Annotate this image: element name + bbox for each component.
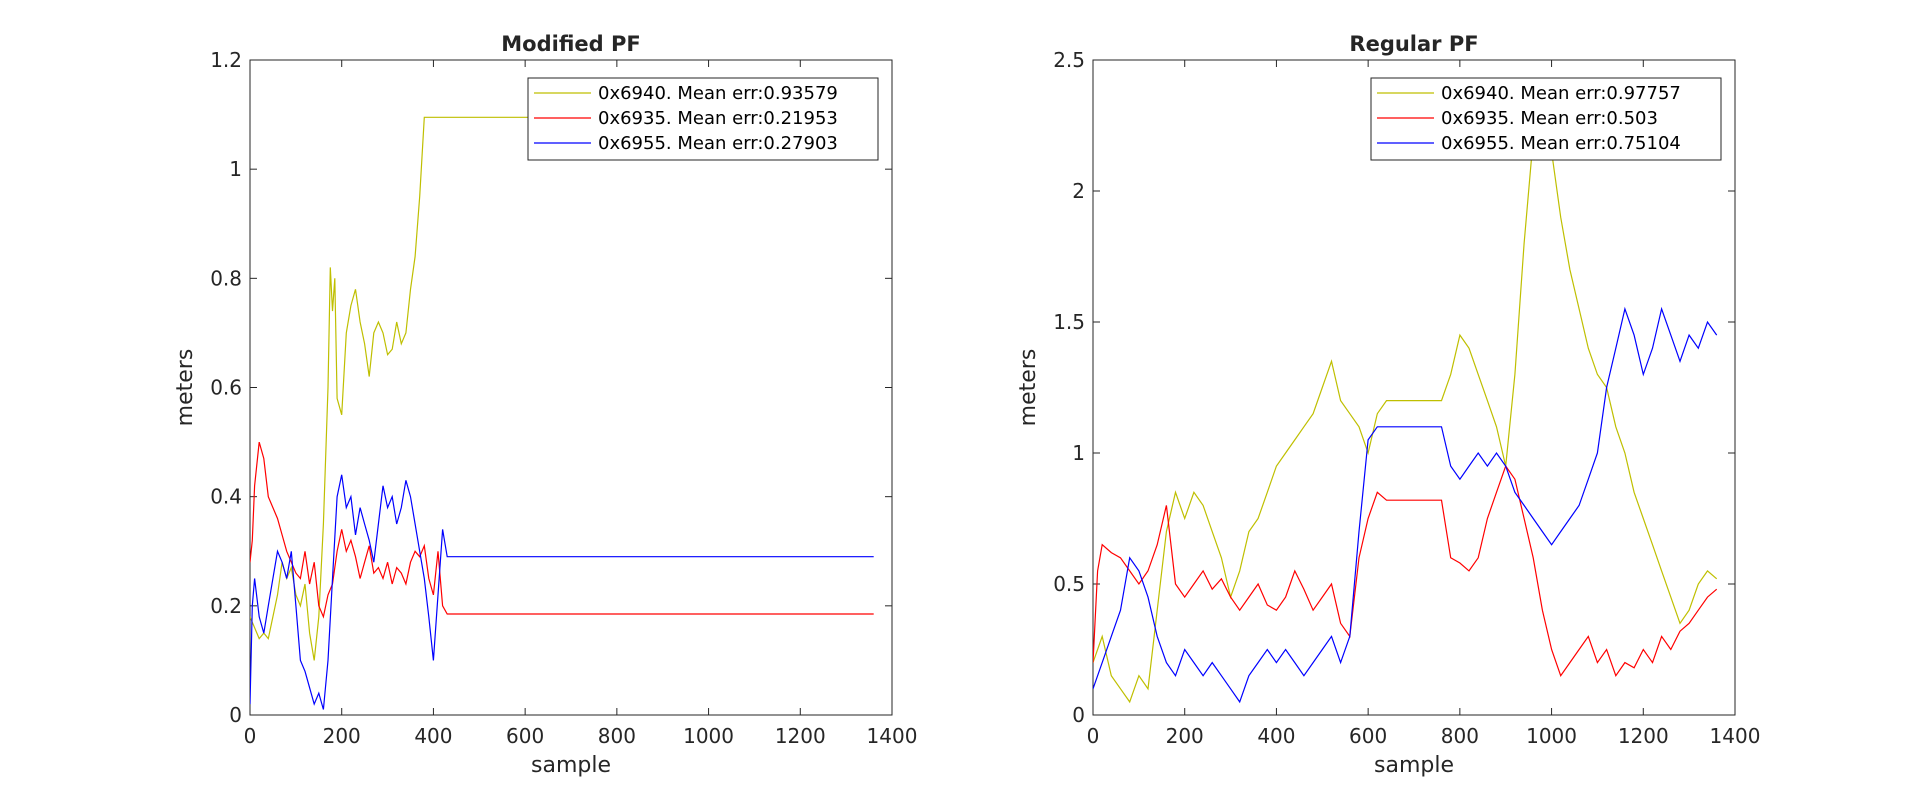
- legend-label: 0x6955. Mean err:0.75104: [1441, 133, 1681, 154]
- y-tick-label: 0.5: [1053, 572, 1085, 596]
- x-tick-label: 1000: [683, 724, 734, 748]
- x-tick-label: 600: [1349, 724, 1387, 748]
- legend-label: 0x6955. Mean err:0.27903: [598, 133, 838, 154]
- y-tick-label: 2.5: [1053, 48, 1085, 72]
- y-tick-label: 1.5: [1053, 310, 1085, 334]
- y-tick-label: 0: [1072, 703, 1085, 727]
- axes-box: [249, 59, 893, 716]
- x-tick-label: 1400: [1710, 724, 1761, 748]
- legend-label: 0x6940. Mean err:0.93579: [598, 83, 838, 104]
- x-tick-label: 1400: [867, 724, 918, 748]
- y-axis-label: meters: [173, 349, 198, 427]
- x-tick-label: 800: [598, 724, 636, 748]
- series-line-2: [1093, 306, 1718, 704]
- y-tick-label: 0.8: [210, 266, 242, 290]
- legend-box: [1370, 77, 1722, 161]
- x-axis-label: sample: [531, 753, 611, 778]
- x-tick-label: 600: [506, 724, 544, 748]
- x-tick-label: 0: [244, 724, 257, 748]
- x-tick-label: 200: [1166, 724, 1204, 748]
- axes-box: [1092, 59, 1736, 716]
- legend-label: 0x6935. Mean err:0.21953: [598, 108, 838, 129]
- y-tick-label: 0.2: [210, 594, 242, 618]
- x-tick-label: 400: [1257, 724, 1295, 748]
- chart-regular-pf: 0 200 400 600 800 1000 1200 1400 0 0.5 1 1.5 2 2.5 Reg…: [1016, 32, 1760, 778]
- series-line-2: [250, 474, 874, 710]
- y-tick-label: 1: [1072, 441, 1085, 465]
- series-line-0: [1093, 99, 1718, 704]
- x-tick-label: 1000: [1526, 724, 1577, 748]
- legend-label: 0x6940. Mean err:0.97757: [1441, 83, 1681, 104]
- series-line-1: [1093, 464, 1718, 678]
- series-line-1: [250, 441, 874, 619]
- chart-title: Regular PF: [1349, 32, 1478, 56]
- y-tick-label: 0.6: [210, 376, 242, 400]
- x-tick-label: 200: [323, 724, 361, 748]
- series-line-0: [250, 116, 874, 661]
- x-tick-label: 1200: [775, 724, 826, 748]
- x-tick-label: 800: [1441, 724, 1479, 748]
- x-axis-label: sample: [1374, 753, 1454, 778]
- y-axis-label: meters: [1016, 349, 1041, 427]
- y-tick-label: 1.2: [210, 48, 242, 72]
- x-tick-label: 400: [414, 724, 452, 748]
- chart-title: Modified PF: [501, 32, 640, 56]
- legend-label: 0x6935. Mean err:0.503: [1441, 108, 1658, 129]
- x-tick-label: 1200: [1618, 724, 1669, 748]
- chart-modified-pf: 0 200 400 600 800 1000 1200 1400 0 0.2 0.4 0.6 0.8 1 1…: [173, 32, 917, 778]
- y-tick-label: 0.4: [210, 485, 242, 509]
- x-tick-label: 0: [1087, 724, 1100, 748]
- legend-box: [527, 77, 879, 161]
- y-tick-label: 0: [229, 703, 242, 727]
- y-tick-label: 1: [229, 157, 242, 181]
- y-tick-label: 2: [1072, 179, 1085, 203]
